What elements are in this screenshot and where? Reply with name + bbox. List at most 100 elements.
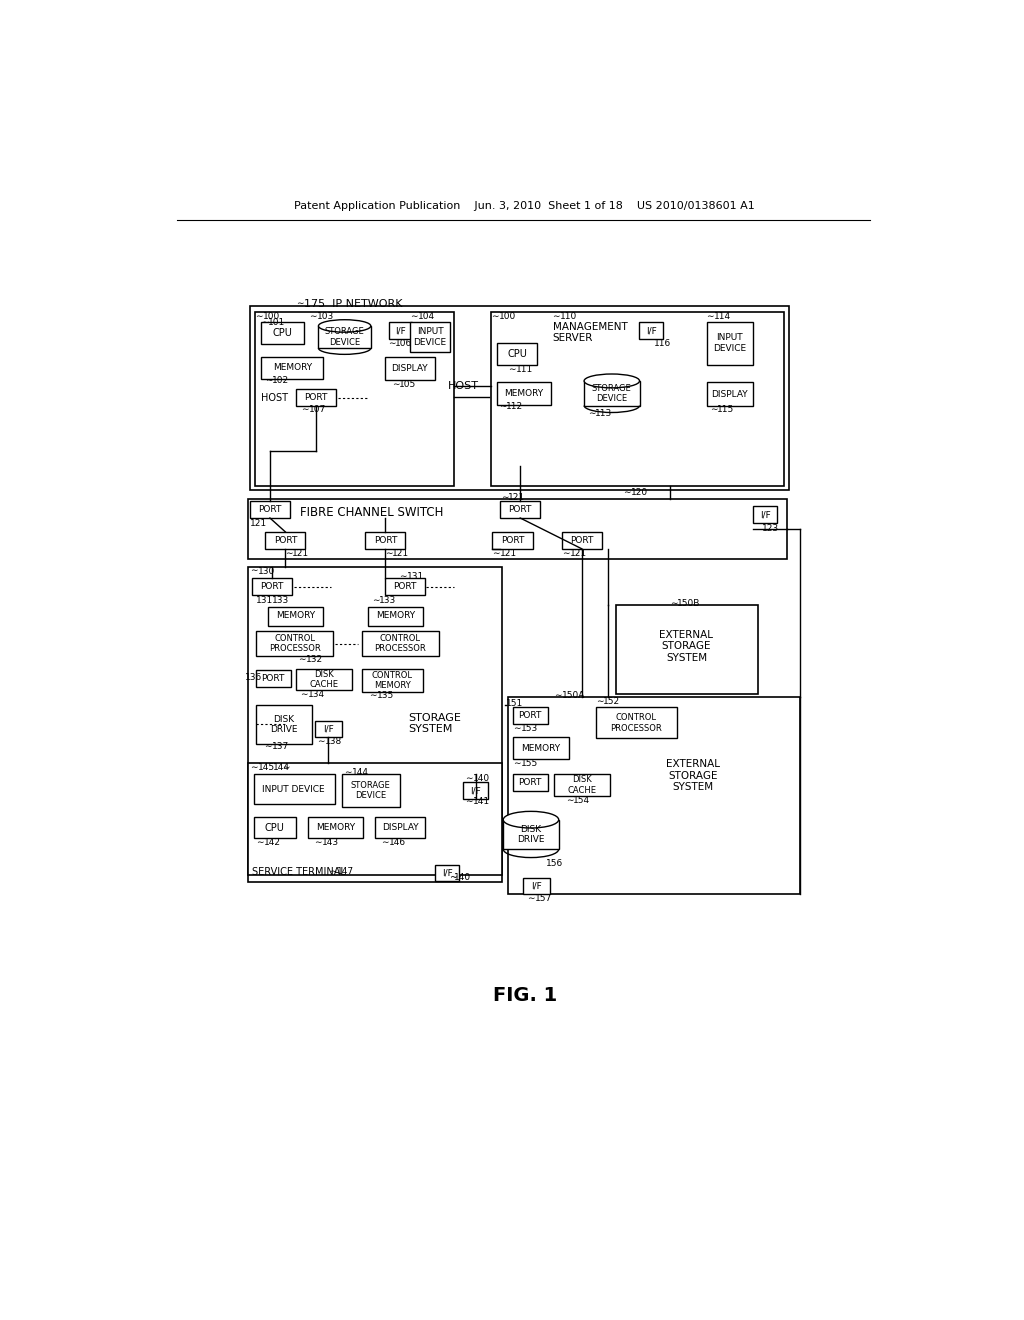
- Text: ∼: ∼: [385, 549, 392, 558]
- Text: 121: 121: [250, 519, 267, 528]
- Bar: [493, 532, 532, 549]
- Ellipse shape: [318, 319, 371, 333]
- Text: PORT: PORT: [570, 536, 594, 545]
- Bar: [267, 607, 323, 626]
- Text: 110: 110: [560, 313, 578, 321]
- Text: STORAGE
SYSTEM: STORAGE SYSTEM: [408, 713, 461, 734]
- Bar: [254, 817, 296, 838]
- Text: ∼: ∼: [265, 376, 272, 385]
- Bar: [248, 763, 502, 874]
- Bar: [562, 532, 602, 549]
- Text: 121: 121: [500, 549, 517, 558]
- Bar: [615, 605, 758, 693]
- Bar: [250, 502, 290, 517]
- Text: 132: 132: [306, 655, 324, 664]
- Text: HOST: HOST: [261, 393, 289, 403]
- Text: CONTROL
PROCESSOR: CONTROL PROCESSOR: [610, 713, 663, 733]
- Text: 146: 146: [388, 837, 406, 846]
- Text: ∼: ∼: [399, 572, 407, 581]
- Text: MEMORY: MEMORY: [315, 824, 355, 832]
- Text: I/F: I/F: [646, 326, 656, 335]
- Text: DISK
CACHE: DISK CACHE: [309, 671, 338, 689]
- Text: MEMORY: MEMORY: [376, 611, 415, 620]
- Bar: [388, 322, 412, 339]
- Text: ∼: ∼: [513, 725, 521, 734]
- Bar: [523, 878, 550, 894]
- Text: DISPLAY: DISPLAY: [712, 389, 748, 399]
- Text: ∼: ∼: [309, 313, 316, 321]
- Bar: [435, 866, 460, 880]
- Text: ∼: ∼: [344, 768, 351, 777]
- Bar: [385, 578, 425, 595]
- Text: 103: 103: [316, 313, 334, 321]
- Text: 150A: 150A: [562, 692, 585, 700]
- Text: MEMORY: MEMORY: [521, 743, 560, 752]
- Text: ∼: ∼: [562, 549, 569, 558]
- Text: ∼: ∼: [264, 742, 272, 751]
- Text: PORT: PORT: [304, 393, 328, 403]
- Text: 137: 137: [272, 742, 290, 751]
- Bar: [250, 306, 788, 490]
- Text: 140: 140: [454, 873, 471, 882]
- Text: CONTROL
PROCESSOR: CONTROL PROCESSOR: [374, 634, 426, 653]
- Text: 152: 152: [603, 697, 621, 706]
- Text: INPUT
DEVICE: INPUT DEVICE: [713, 334, 746, 352]
- Text: 131: 131: [256, 595, 273, 605]
- Text: ∼: ∼: [285, 549, 292, 558]
- Text: ∼: ∼: [588, 409, 595, 417]
- Text: 106: 106: [394, 339, 412, 348]
- Text: I/F: I/F: [531, 882, 542, 891]
- Text: SERVICE TERMINAL: SERVICE TERMINAL: [252, 867, 346, 876]
- Text: ∼: ∼: [301, 405, 309, 413]
- Text: EXTERNAL
STORAGE
SYSTEM: EXTERNAL STORAGE SYSTEM: [666, 759, 720, 792]
- Bar: [256, 705, 311, 743]
- Text: ∼: ∼: [298, 655, 306, 664]
- Text: 100: 100: [499, 313, 516, 321]
- Text: 105: 105: [398, 380, 416, 389]
- Text: Patent Application Publication    Jun. 3, 2010  Sheet 1 of 18    US 2010/0138601: Patent Application Publication Jun. 3, 2…: [295, 201, 755, 211]
- Text: HOST: HOST: [447, 380, 478, 391]
- Text: 133: 133: [379, 595, 396, 605]
- Text: DISK
CACHE: DISK CACHE: [567, 775, 596, 795]
- Bar: [296, 389, 336, 407]
- Text: 113: 113: [595, 409, 612, 417]
- Text: ∼: ∼: [501, 494, 509, 503]
- Bar: [318, 326, 371, 348]
- Text: 102: 102: [272, 376, 290, 385]
- Text: I/F: I/F: [324, 725, 334, 734]
- Text: STORAGE
DEVICE: STORAGE DEVICE: [325, 327, 365, 347]
- Text: 141: 141: [473, 797, 490, 807]
- Text: ∼: ∼: [283, 763, 290, 772]
- Text: PORT: PORT: [518, 779, 542, 787]
- Text: 112: 112: [506, 403, 522, 412]
- Text: PORT: PORT: [518, 711, 542, 721]
- Text: ∼: ∼: [381, 837, 388, 846]
- Bar: [307, 817, 364, 838]
- Bar: [753, 507, 777, 524]
- Text: ∼: ∼: [261, 318, 269, 327]
- Bar: [508, 697, 801, 894]
- Text: 133: 133: [271, 595, 289, 605]
- Text: PORT: PORT: [258, 506, 282, 513]
- Text: ∼: ∼: [508, 364, 515, 374]
- Text: 151: 151: [506, 700, 523, 708]
- Text: MEMORY: MEMORY: [505, 389, 544, 397]
- Bar: [513, 738, 568, 759]
- Bar: [296, 669, 351, 690]
- Text: 142: 142: [264, 837, 281, 846]
- Text: 156: 156: [547, 859, 563, 869]
- Text: 144: 144: [273, 763, 290, 772]
- Text: 123: 123: [762, 524, 779, 533]
- Text: DISPLAY: DISPLAY: [391, 364, 428, 374]
- Text: MANAGEMENT
SERVER: MANAGEMENT SERVER: [553, 322, 628, 343]
- Bar: [463, 781, 487, 799]
- Text: 143: 143: [322, 837, 339, 846]
- Text: EXTERNAL
STORAGE
SYSTEM: EXTERNAL STORAGE SYSTEM: [659, 630, 714, 663]
- Text: 150B: 150B: [677, 599, 700, 607]
- Bar: [261, 358, 323, 379]
- Text: FIBRE CHANNEL SWITCH: FIBRE CHANNEL SWITCH: [300, 507, 443, 520]
- Text: PORT: PORT: [501, 536, 524, 545]
- Text: 116: 116: [654, 339, 672, 348]
- Text: 121: 121: [508, 494, 525, 503]
- Text: CONTROL
MEMORY: CONTROL MEMORY: [372, 671, 413, 690]
